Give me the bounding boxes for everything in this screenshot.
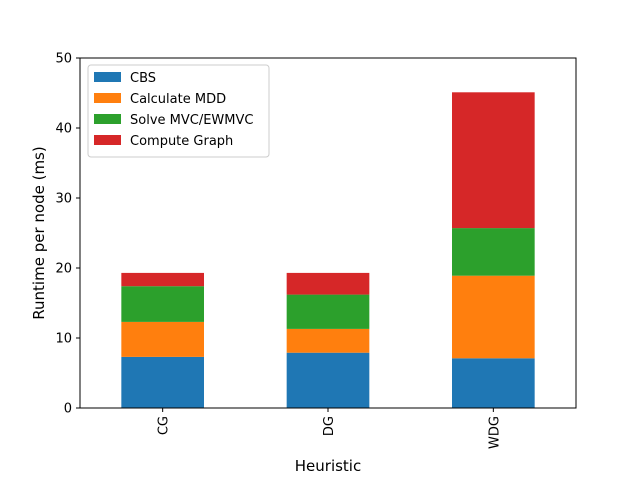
legend-swatch [94,72,121,82]
x-tick-label: DG [322,416,337,436]
bar-cg-series-3 [121,272,204,287]
bar-wdg-series-0 [452,358,535,408]
y-tick-label: 0 [64,402,72,417]
y-axis-label: Runtime per node (ms) [30,146,48,319]
legend-swatch [94,135,121,145]
x-tick-label: WDG [487,416,502,449]
y-tick-label: 50 [55,52,72,67]
x-tick-label: CG [157,416,172,435]
x-axis-label: Heuristic [295,457,361,475]
y-tick-label: 40 [55,122,72,137]
legend-entry-label: Calculate MDD [130,92,226,107]
bar-cg-series-0 [121,356,204,408]
bar-wdg-series-3 [452,92,535,229]
legend-swatch [94,93,121,103]
y-tick-label: 20 [55,262,72,277]
legend-entry-label: Compute Graph [130,134,233,149]
bar-dg-series-0 [286,352,370,408]
legend-box [87,64,270,158]
legend: CBS Calculate MDD Solve MVC/EWMVC Compute G… [87,64,270,158]
bar-dg-series-2 [286,294,370,329]
bar-dg-series-1 [286,328,370,353]
bar-dg-series-3 [286,272,370,295]
y-tick-label: 30 [55,192,72,207]
legend-entry-label: Solve MVC/EWMVC [130,113,253,128]
bar-cg-series-1 [121,321,204,357]
legend-swatch [94,114,121,124]
y-tick-label: 10 [55,332,72,347]
bar-wdg-series-1 [452,275,535,359]
axes-group: 0 10 20 30 40 50 CG DG WDG [55,52,577,449]
bar-wdg-series-2 [452,228,535,276]
bars-group [121,92,535,408]
legend-entry-label: CBS [130,71,156,86]
bar-cg-series-2 [121,286,204,322]
